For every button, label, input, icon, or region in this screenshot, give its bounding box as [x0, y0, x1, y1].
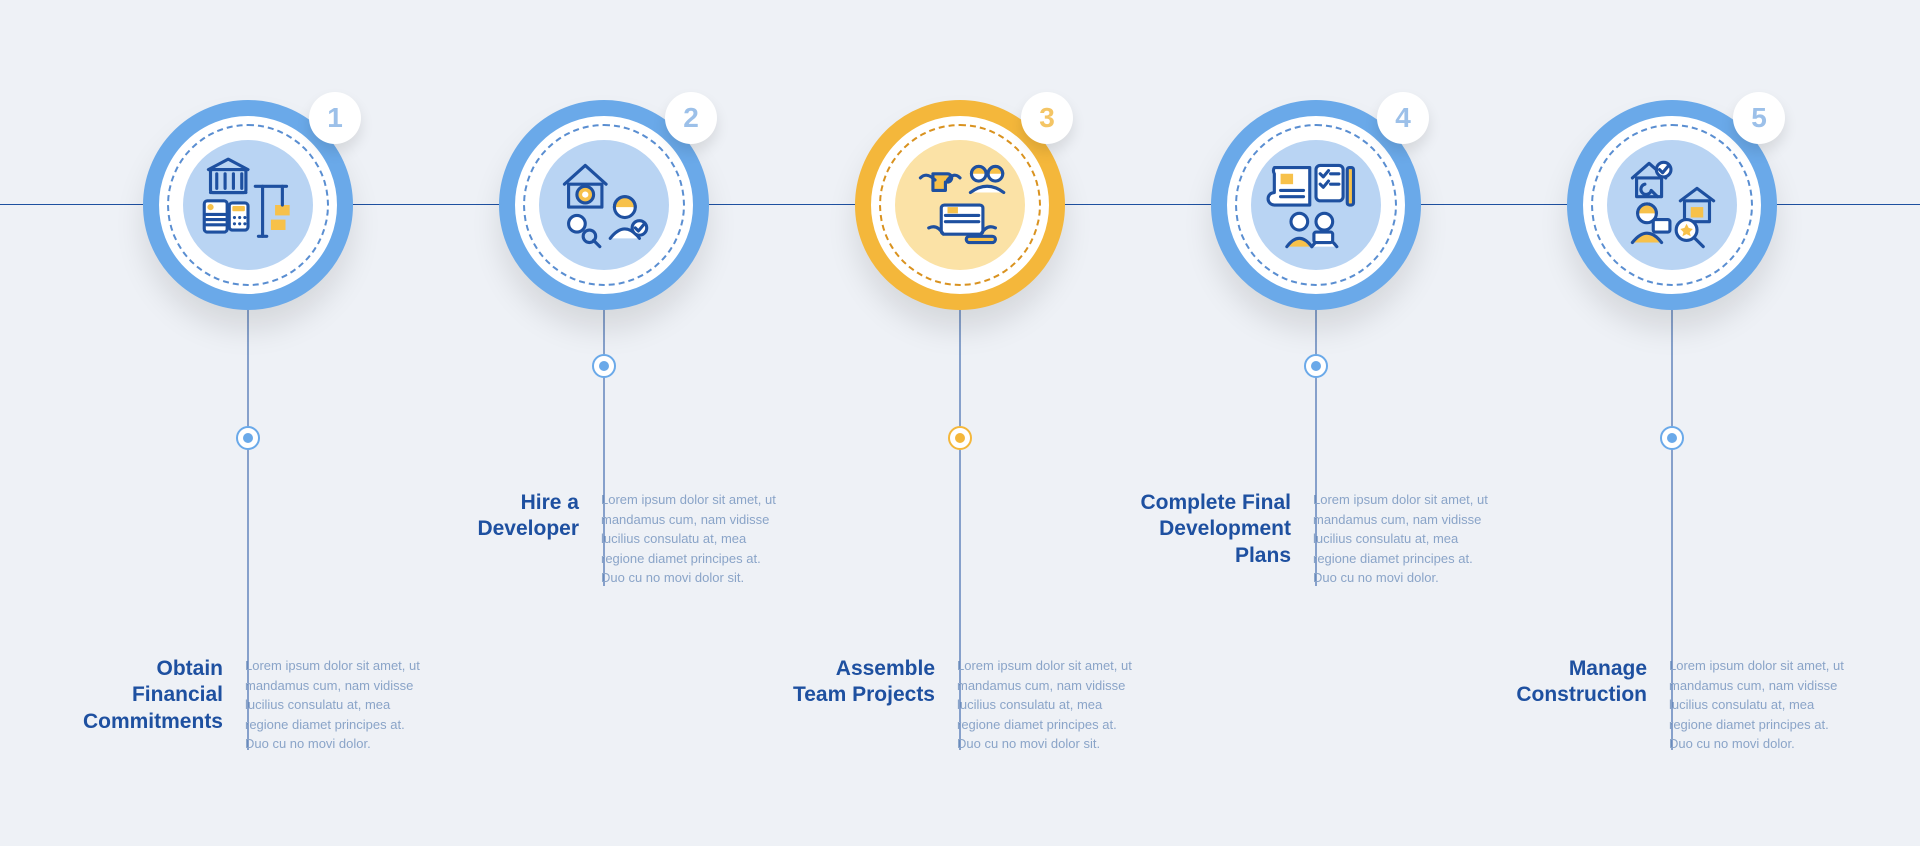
- medallion-ring-inner: [1607, 140, 1737, 270]
- step-body: Lorem ipsum dolor sit amet, ut mandamus …: [1669, 656, 1852, 754]
- step-node: [1660, 426, 1684, 450]
- team-icon: [910, 155, 1010, 255]
- medallion-ring-inner: [183, 140, 313, 270]
- medallion-ring-inner: [895, 140, 1025, 270]
- medallion-ring-inner: [1251, 140, 1381, 270]
- step-medallion: 4: [1211, 100, 1421, 310]
- step-title: Assemble Team Projects: [780, 656, 935, 709]
- step-node: [948, 426, 972, 450]
- step-number-badge: 3: [1021, 92, 1073, 144]
- step-text: Manage Construction Lorem ipsum dolor sit…: [1492, 656, 1852, 754]
- step-medallion: 5: [1567, 100, 1777, 310]
- step-node-dot: [1667, 433, 1677, 443]
- step-node-dot: [243, 433, 253, 443]
- step-text: Assemble Team Projects Lorem ipsum dolor …: [780, 656, 1140, 754]
- step-text: Hire a Developer Lorem ipsum dolor sit am…: [424, 490, 784, 588]
- step-number-badge: 1: [309, 92, 361, 144]
- step-number-badge: 4: [1377, 92, 1429, 144]
- step-title: Hire a Developer: [424, 490, 579, 543]
- step-node-dot: [599, 361, 609, 371]
- step-text: Complete Final Development Plans Lorem ip…: [1136, 490, 1496, 588]
- step-medallion: 1: [143, 100, 353, 310]
- step-node: [1304, 354, 1328, 378]
- step-body: Lorem ipsum dolor sit amet, ut mandamus …: [601, 490, 784, 588]
- step-node: [236, 426, 260, 450]
- step-body: Lorem ipsum dolor sit amet, ut mandamus …: [245, 656, 428, 754]
- step-title: Complete Final Development Plans: [1136, 490, 1291, 569]
- step-number-badge: 2: [665, 92, 717, 144]
- step-node-dot: [955, 433, 965, 443]
- plans-icon: [1266, 155, 1366, 255]
- step-node: [592, 354, 616, 378]
- developer-icon: [554, 155, 654, 255]
- step-body: Lorem ipsum dolor sit amet, ut mandamus …: [1313, 490, 1496, 588]
- medallion-ring-inner: [539, 140, 669, 270]
- step-medallion: 2: [499, 100, 709, 310]
- step-title: Obtain Financial Commitments: [68, 656, 223, 735]
- step-number-badge: 5: [1733, 92, 1785, 144]
- step-body: Lorem ipsum dolor sit amet, ut mandamus …: [957, 656, 1140, 754]
- manage-icon: [1622, 155, 1722, 255]
- step-text: Obtain Financial Commitments Lorem ipsum …: [68, 656, 428, 754]
- step-title: Manage Construction: [1492, 656, 1647, 709]
- finance-icon: [198, 155, 298, 255]
- step-medallion: 3: [855, 100, 1065, 310]
- step-node-dot: [1311, 361, 1321, 371]
